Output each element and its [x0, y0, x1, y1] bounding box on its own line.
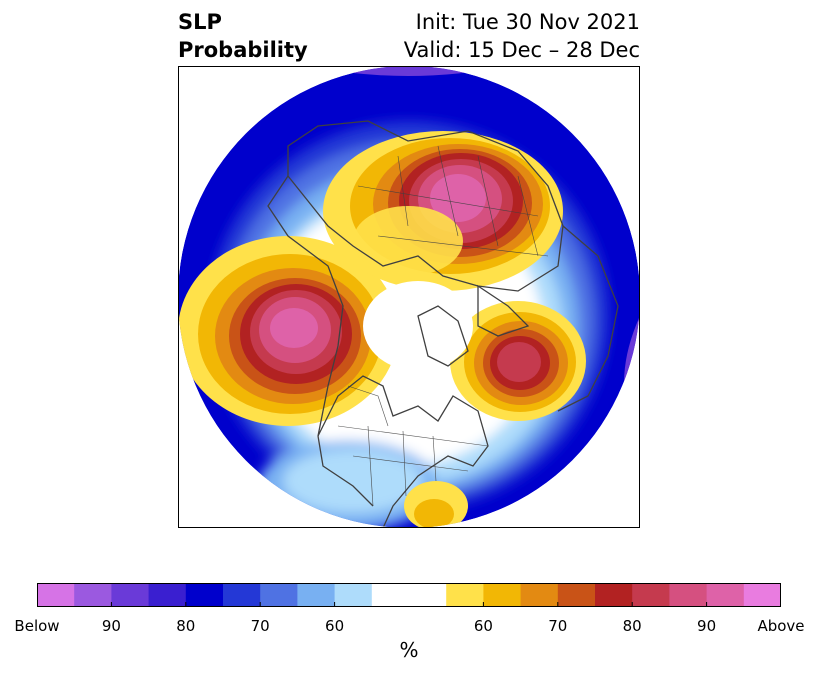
probability-colorbar — [37, 583, 781, 607]
colorbar-swatch — [743, 583, 781, 607]
colorbar-swatch — [632, 583, 670, 607]
colorbar-tick-label: 70 — [548, 617, 568, 635]
colorbar-tick-label: 60 — [473, 617, 493, 635]
colorbar-tick-label: 80 — [176, 617, 196, 635]
borders — [337, 145, 549, 507]
colorbar-swatch — [595, 583, 633, 607]
forecast-dates: Init: Tue 30 Nov 2021 Valid: 15 Dec – 28… — [404, 8, 640, 64]
valid-range: Valid: 15 Dec – 28 Dec — [403, 38, 640, 62]
atlantic-positive-anomaly — [450, 301, 586, 421]
colorbar-swatch — [669, 583, 708, 607]
colorbar-tick-label: 90 — [101, 617, 121, 635]
probability-field — [178, 66, 640, 528]
colorbar-swatch — [409, 583, 447, 607]
colorbar-tick-label: Above — [757, 617, 805, 635]
colorbar-tick-label: Below — [14, 617, 60, 635]
colorbar-swatch — [297, 583, 336, 607]
colorbar-tick-label: 70 — [250, 617, 270, 635]
siberia-positive-anomaly — [323, 131, 563, 291]
colorbar-swatch — [37, 583, 75, 607]
colorbar-swatch — [223, 583, 261, 607]
init-date: Init: Tue 30 Nov 2021 — [415, 10, 640, 34]
coastlines — [267, 120, 619, 528]
colorbar-tick-label: 80 — [622, 617, 642, 635]
colorbar-swatch — [706, 583, 745, 607]
colorbar-tick-label: 90 — [697, 617, 717, 635]
polar-map — [178, 66, 640, 528]
colorbar-swatch — [334, 583, 373, 607]
subtropical-positive-anomaly — [404, 481, 468, 528]
colorbar-swatch — [74, 583, 112, 607]
colorbar-swatch — [111, 583, 150, 607]
colorbar-swatch — [185, 583, 224, 607]
colorbar-swatch — [371, 583, 410, 607]
colorbar-swatch — [483, 583, 522, 607]
colorbar-tick-label: 60 — [325, 617, 345, 635]
colorbar-unit: % — [399, 638, 419, 662]
colorbar-swatch — [260, 583, 298, 607]
colorbar-swatch — [520, 583, 559, 607]
colorbar-swatch — [446, 583, 484, 607]
title-probability: Probability — [178, 38, 308, 62]
title-variable: SLP — [178, 10, 222, 34]
map-title: SLP Probability — [178, 8, 308, 64]
pacific-positive-anomaly — [178, 236, 398, 426]
colorbar-swatch — [557, 583, 596, 607]
colorbar-swatch — [148, 583, 187, 607]
